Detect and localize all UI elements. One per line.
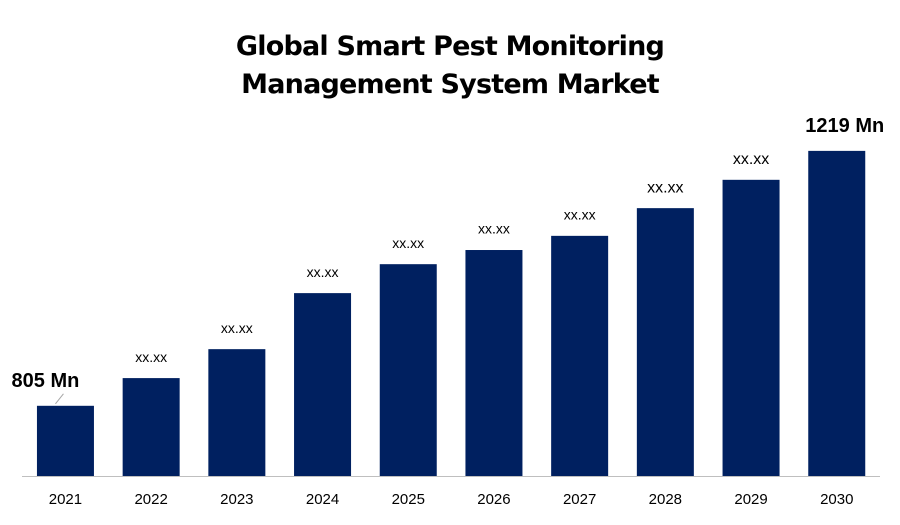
bar (636, 208, 694, 476)
x-tick-label: 2021 (49, 491, 82, 508)
x-tick-label: 2024 (306, 491, 339, 508)
bar (722, 179, 780, 476)
value-label: xx.xx (392, 235, 424, 251)
x-tick-label: 2029 (734, 491, 767, 508)
value-label: 805 Mn (12, 370, 80, 392)
value-label: xx.xx (135, 349, 167, 365)
value-label: xx.xx (647, 179, 683, 196)
x-tick-label: 2027 (563, 491, 596, 508)
value-label: xx.xx (564, 207, 596, 223)
bar (36, 405, 94, 476)
bar (551, 235, 609, 476)
x-tick-label: 2025 (392, 491, 425, 508)
bar (808, 150, 866, 477)
x-tick-label: 2030 (820, 491, 853, 508)
value-label: 1219 Mn (805, 115, 884, 137)
value-label: xx.xx (478, 221, 510, 237)
value-label: xx.xx (733, 151, 769, 168)
bar (294, 293, 352, 476)
x-tick-label: 2023 (220, 491, 253, 508)
bar (122, 378, 180, 476)
leader-line (55, 393, 64, 405)
x-tick-label: 2022 (134, 491, 167, 508)
bar (379, 264, 437, 476)
bar (465, 250, 523, 476)
chart-title: Global Smart Pest Monitoring Management … (235, 31, 665, 100)
bar (208, 349, 266, 476)
value-label: xx.xx (221, 320, 253, 336)
value-label: xx.xx (307, 264, 339, 280)
x-tick-label: 2028 (649, 491, 682, 508)
x-tick-label: 2026 (477, 491, 510, 508)
